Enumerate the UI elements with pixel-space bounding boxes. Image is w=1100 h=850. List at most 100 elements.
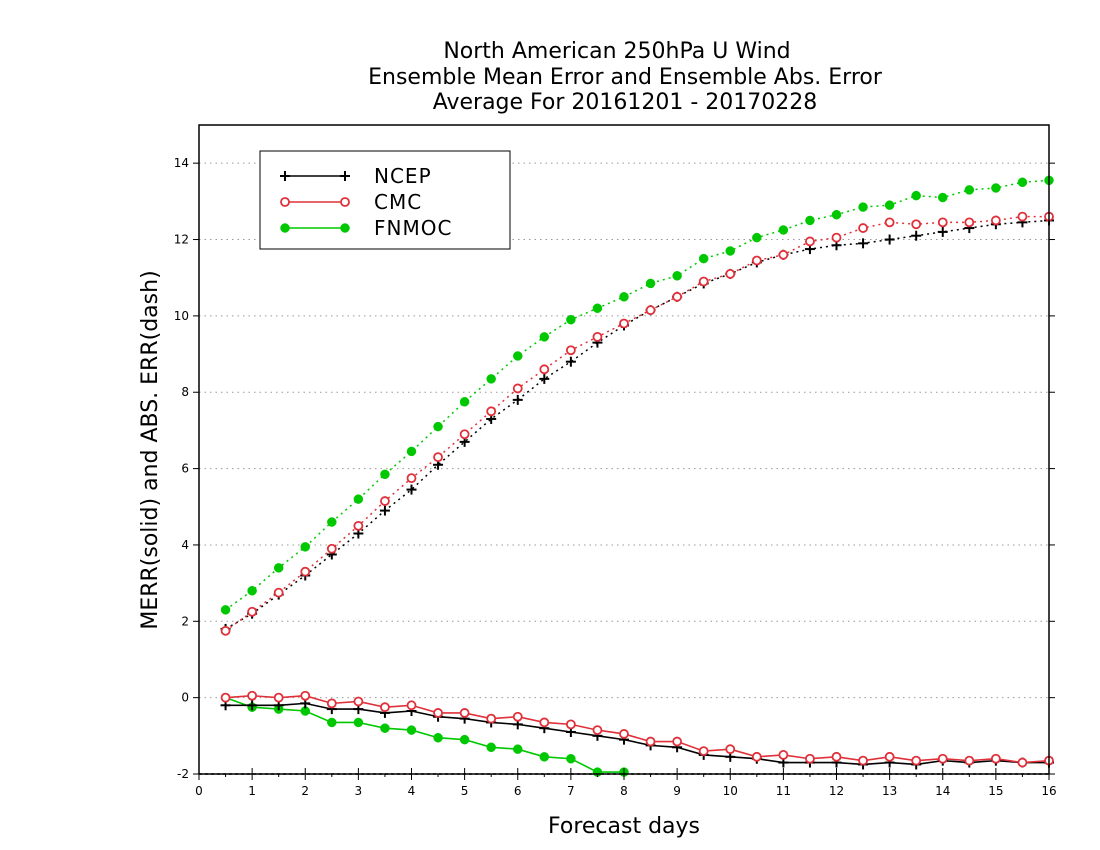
point-filled-circle bbox=[486, 742, 496, 753]
point-open-circle bbox=[220, 692, 231, 703]
point-open-circle bbox=[645, 736, 656, 747]
point-filled-circle bbox=[566, 314, 576, 325]
point-open-circle bbox=[433, 452, 443, 463]
point-filled-circle bbox=[433, 732, 443, 743]
point-filled-circle bbox=[592, 303, 603, 313]
point-open-circle bbox=[592, 725, 603, 735]
point-filled-circle bbox=[884, 200, 895, 210]
point-open-circle bbox=[645, 305, 656, 316]
x-tick-label: 10 bbox=[723, 784, 738, 798]
cmc-mean-err-line bbox=[225, 694, 1050, 764]
x-tick-label: 2 bbox=[301, 784, 309, 798]
point-open-circle bbox=[273, 692, 284, 703]
point-open-circle bbox=[273, 587, 284, 598]
point-plus bbox=[406, 484, 417, 495]
point-filled-circle bbox=[459, 397, 470, 407]
point-filled-circle bbox=[406, 446, 417, 457]
point-plus bbox=[884, 234, 895, 245]
point-open-circle bbox=[433, 708, 443, 718]
legend-box bbox=[259, 150, 511, 250]
y-axis-title: MERR(solid) and ABS. ERR(dash) bbox=[138, 270, 163, 629]
ncep-mean-err-line bbox=[225, 702, 1049, 766]
y-tick-label: 12 bbox=[174, 233, 189, 247]
point-open-circle bbox=[220, 625, 231, 636]
y-axis-ticks: -2 0 2 4 6 8 10 12 14 bbox=[174, 156, 1055, 781]
point-open-circle bbox=[592, 331, 603, 342]
point-filled-circle bbox=[433, 421, 443, 432]
point-filled-circle bbox=[752, 232, 762, 243]
x-tick-label: 7 bbox=[567, 784, 575, 798]
y-tick-label: 0 bbox=[181, 691, 189, 705]
point-open-circle bbox=[459, 708, 470, 718]
point-open-circle bbox=[353, 696, 364, 707]
y-tick-label: 10 bbox=[174, 309, 189, 323]
x-tick-label: 6 bbox=[514, 784, 522, 798]
point-open-circle bbox=[1017, 211, 1028, 222]
point-plus bbox=[340, 171, 350, 181]
point-filled-circle bbox=[300, 542, 310, 552]
point-open-circle bbox=[619, 318, 629, 329]
point-filled-circle bbox=[645, 278, 656, 289]
point-open-circle bbox=[805, 236, 815, 247]
point-open-circle bbox=[778, 750, 789, 760]
title-line-3: Average For 20161201 - 20170228 bbox=[433, 90, 818, 115]
point-open-circle bbox=[280, 197, 290, 207]
point-open-circle bbox=[539, 717, 550, 728]
point-open-circle bbox=[619, 729, 629, 739]
point-open-circle bbox=[698, 746, 709, 756]
point-open-circle bbox=[990, 753, 1001, 764]
point-open-circle bbox=[751, 255, 762, 266]
point-open-circle bbox=[565, 345, 576, 356]
point-open-circle bbox=[380, 496, 390, 506]
point-open-circle bbox=[884, 751, 895, 762]
point-open-circle bbox=[1017, 757, 1028, 768]
point-open-circle bbox=[380, 702, 390, 713]
point-filled-circle bbox=[513, 744, 523, 754]
point-filled-circle bbox=[406, 725, 417, 735]
x-tick-label: 16 bbox=[1041, 784, 1056, 798]
point-filled-circle bbox=[831, 209, 842, 220]
point-open-circle bbox=[725, 268, 736, 279]
title-line-1: North American 250hPa U Wind bbox=[443, 39, 790, 64]
point-open-circle bbox=[340, 197, 350, 207]
x-tick-label: 9 bbox=[673, 784, 681, 798]
point-open-circle bbox=[698, 276, 709, 287]
point-open-circle bbox=[858, 223, 868, 233]
point-filled-circle bbox=[672, 271, 682, 281]
point-filled-circle bbox=[858, 202, 868, 212]
point-filled-circle bbox=[247, 586, 257, 596]
point-plus bbox=[280, 171, 290, 181]
point-filled-circle bbox=[964, 185, 975, 195]
point-open-circle bbox=[300, 566, 311, 577]
legend-label: CMC bbox=[374, 190, 422, 214]
point-filled-circle bbox=[938, 192, 948, 203]
point-plus bbox=[539, 373, 550, 384]
y-tick-label: 8 bbox=[181, 385, 189, 399]
point-filled-circle bbox=[991, 183, 1001, 193]
point-filled-circle bbox=[1017, 177, 1028, 188]
point-open-circle bbox=[406, 473, 417, 484]
y-tick-label: 6 bbox=[181, 462, 189, 476]
point-open-circle bbox=[672, 736, 683, 747]
point-plus bbox=[858, 238, 869, 249]
point-open-circle bbox=[778, 249, 789, 260]
point-open-circle bbox=[353, 520, 364, 531]
point-filled-circle bbox=[327, 717, 337, 728]
x-tick-label: 14 bbox=[935, 784, 950, 798]
point-filled-circle bbox=[619, 292, 629, 302]
point-filled-circle bbox=[380, 723, 390, 733]
point-filled-circle bbox=[539, 752, 550, 762]
x-axis-title: Forecast days bbox=[548, 814, 700, 839]
y-tick-label: 4 bbox=[181, 538, 189, 552]
point-filled-circle bbox=[725, 246, 735, 256]
point-open-circle bbox=[247, 690, 258, 701]
point-open-circle bbox=[911, 755, 922, 766]
x-tick-label: 11 bbox=[776, 784, 791, 798]
y-tick-label: 2 bbox=[181, 614, 189, 628]
cmc-abs-err-series bbox=[220, 211, 1054, 636]
x-tick-label: 1 bbox=[248, 784, 256, 798]
point-open-circle bbox=[326, 698, 337, 709]
ncep-abs-err-series bbox=[220, 215, 1054, 634]
